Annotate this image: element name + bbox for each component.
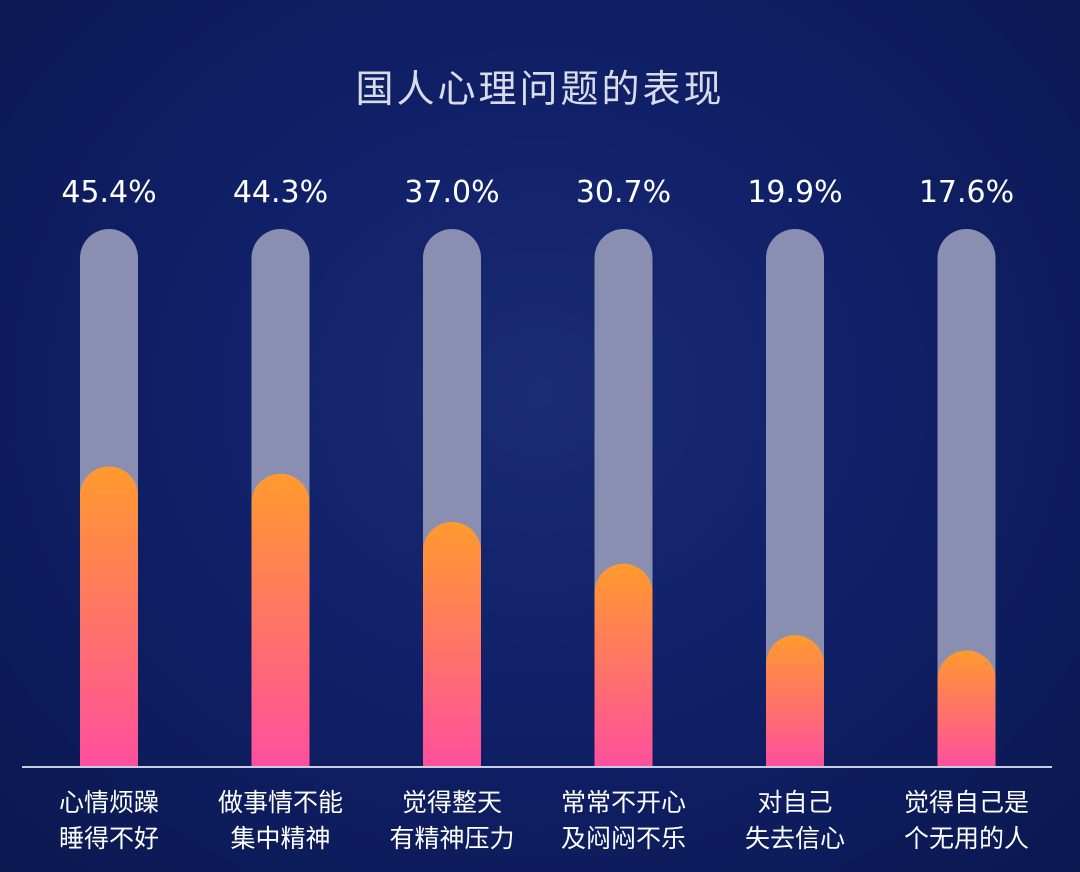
data-label: 17.6%	[919, 175, 1014, 210]
bar	[594, 563, 653, 767]
category-label: 个无用的人	[904, 824, 1029, 853]
category-label: 觉得自己是	[904, 788, 1029, 817]
category-label: 睡得不好	[59, 824, 159, 853]
bar	[423, 522, 481, 767]
bar-track	[766, 229, 824, 767]
bar	[80, 466, 138, 767]
data-label: 19.9%	[747, 175, 842, 210]
category-label: 有精神压力	[389, 824, 514, 853]
data-label: 44.3%	[233, 175, 328, 210]
bar-track	[937, 229, 996, 768]
category-label: 集中精神	[230, 824, 330, 853]
category-label: 心情烦躁	[59, 788, 159, 817]
category-label: 失去信心	[745, 824, 845, 853]
bar	[937, 650, 996, 767]
category-label: 对自己	[757, 788, 832, 817]
category-label: 常常不开心	[561, 788, 686, 817]
data-label: 37.0%	[404, 175, 499, 210]
category-label: 觉得整天	[402, 788, 502, 817]
data-label: 30.7%	[576, 175, 671, 210]
chart-title: 国人心理问题的表现	[355, 67, 725, 111]
bar	[766, 635, 824, 767]
data-label: 45.4%	[61, 175, 156, 210]
bar	[251, 473, 310, 767]
category-label: 及闷闷不乐	[561, 824, 686, 853]
category-label: 做事情不能	[218, 788, 343, 817]
